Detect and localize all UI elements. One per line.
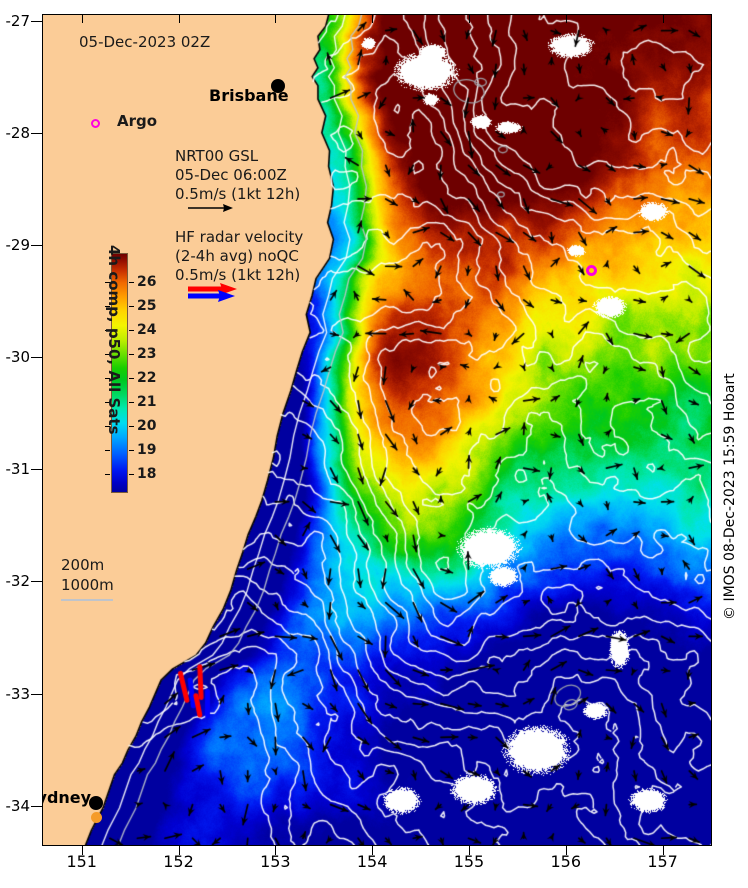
x-axis-tick-label: 152 [163, 852, 194, 871]
y-axis-tick-mark [31, 805, 42, 807]
argo-float-marker[interactable] [586, 265, 597, 276]
colorbar-tick-mark [105, 425, 110, 427]
sydney-label: Sydney [43, 788, 92, 807]
x-axis-tick-mark [468, 846, 470, 855]
colorbar-tick-mark [129, 305, 134, 307]
x-axis-tick-mark [178, 846, 180, 855]
colorbar-tick-mark [105, 473, 110, 475]
colorbar-tick-mark [105, 449, 110, 451]
bathymetry-legend: 200m 1000m [61, 555, 114, 595]
colorbar-tick-mark [129, 353, 134, 355]
x-axis-tick-mark [662, 846, 664, 855]
sydney-marker-dot [89, 796, 103, 810]
x-axis-tick-label: 157 [647, 852, 678, 871]
gsl-legend-line3: 0.5m/s (1kt 12h) [175, 185, 301, 203]
map-plot-area[interactable]: 05-Dec-2023 02Z Argo NRT00 GSL 05-Dec 06… [42, 14, 712, 846]
colorbar-tick-mark [105, 377, 110, 379]
x-axis-tick-label: 151 [66, 852, 97, 871]
x-axis-tick-mark [565, 846, 567, 855]
colorbar-tick-mark [105, 353, 110, 355]
colorbar-tick-label: 24 [137, 321, 157, 338]
brisbane-marker-dot [271, 79, 285, 93]
colorbar-tick-mark [129, 329, 134, 331]
y-axis-tick-label: -31 [5, 460, 31, 479]
x-axis-tick-mark [275, 846, 277, 855]
colorbar-tick-mark [105, 305, 110, 307]
hf-legend-line2: (2-4h avg) noQC [175, 247, 299, 265]
x-axis-tick-mark [372, 846, 374, 855]
colorbar-gradient [111, 253, 128, 493]
hf-legend-line3: 0.5m/s (1kt 12h) [175, 266, 301, 284]
colorbar-tick-mark [105, 401, 110, 403]
x-axis-top-tick-mark [468, 14, 470, 23]
colorbar-tick-label: 21 [137, 393, 157, 410]
x-axis-tick-label: 155 [453, 852, 485, 871]
colorbar-tick-label: 22 [137, 369, 157, 386]
colorbar-tick-mark [129, 281, 134, 283]
y-axis-tick-mark [31, 20, 42, 22]
colorbar-tick-mark [105, 281, 110, 283]
date-stamp: 05-Dec-2023 02Z [79, 33, 211, 51]
x-axis-tick-mark [81, 846, 83, 855]
y-axis-tick-mark [31, 693, 42, 695]
colorbar-tick-label: 25 [137, 297, 157, 314]
y-axis-tick-label: -34 [5, 796, 31, 815]
colorbar-title: 4h comp, p50, All Sats [105, 245, 123, 435]
gsl-scale-arrow-icon [188, 204, 233, 212]
colorbar-tick-label: 20 [137, 417, 157, 434]
hf-radar-legend-block: HF radar velocity (2-4h avg) noQC 0.5m/s… [175, 228, 303, 285]
sydney-secondary-marker [91, 812, 102, 823]
bathymetry-1000m-swatch [61, 599, 113, 601]
y-axis-tick-label: -27 [5, 11, 31, 30]
y-axis-tick-label: -29 [5, 235, 31, 254]
colorbar-tick-label: 18 [137, 465, 157, 482]
hf-legend-line1: HF radar velocity [175, 228, 304, 246]
gsl-legend-block: NRT00 GSL 05-Dec 06:00Z 0.5m/s (1kt 12h) [175, 147, 300, 204]
hf-radar-scale-arrow-icon [188, 283, 237, 302]
gsl-legend-line1: NRT00 GSL [175, 147, 259, 165]
x-axis-tick-label: 153 [260, 852, 291, 871]
colorbar-tick-label: 26 [137, 273, 157, 290]
colorbar-tick-label: 23 [137, 345, 157, 362]
colorbar-tick-mark [129, 377, 134, 379]
x-axis-top-tick-mark [178, 14, 180, 23]
colorbar-tick-label: 19 [137, 441, 157, 458]
x-axis-top-tick-mark [662, 14, 664, 23]
colorbar-tick-mark [129, 425, 134, 427]
gsl-legend-line2: 05-Dec 06:00Z [175, 166, 287, 184]
bathymetry-200m-label: 200m [61, 556, 105, 574]
colorbar-tick-mark [129, 473, 134, 475]
y-axis-tick-label: -33 [5, 684, 31, 703]
y-axis-tick-label: -32 [5, 572, 31, 591]
x-axis-tick-label: 156 [550, 852, 582, 871]
colorbar-tick-mark [129, 401, 134, 403]
y-axis-tick-mark [31, 581, 42, 583]
argo-legend-marker-icon [91, 119, 100, 128]
x-axis-top-tick-mark [275, 14, 277, 23]
copyright-notice: © IMOS 08-Dec-2023 15:59 Hobart [722, 373, 738, 620]
argo-legend-label: Argo [117, 112, 158, 130]
brisbane-label: Brisbane [209, 86, 289, 105]
y-axis-tick-mark [31, 132, 42, 134]
y-axis-tick-label: -28 [5, 123, 31, 142]
y-axis-tick-mark [31, 469, 42, 471]
current-vector-layer [43, 15, 711, 845]
bathymetry-1000m-label: 1000m [61, 576, 114, 594]
x-axis-top-tick-mark [81, 14, 83, 23]
y-axis-tick-mark [31, 357, 42, 359]
y-axis-tick-label: -30 [5, 348, 31, 367]
x-axis-top-tick-mark [372, 14, 374, 23]
colorbar-tick-mark [129, 449, 134, 451]
y-axis-tick-mark [31, 244, 42, 246]
x-axis-tick-label: 154 [356, 852, 388, 871]
x-axis-top-tick-mark [565, 14, 567, 23]
colorbar-tick-mark [105, 329, 110, 331]
